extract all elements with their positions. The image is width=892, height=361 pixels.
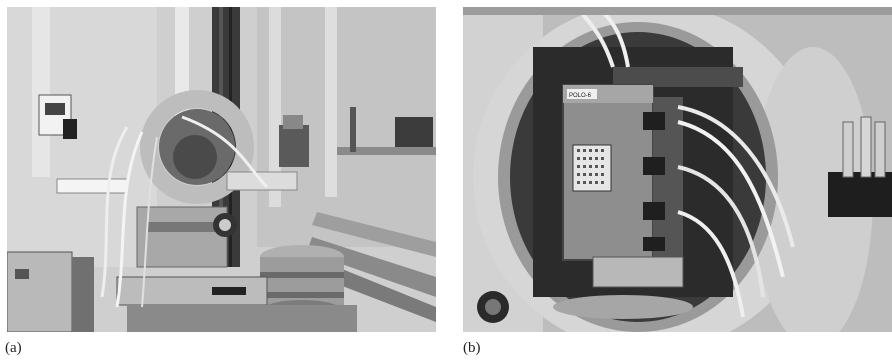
photo-b: POLO-6 bbox=[463, 7, 892, 332]
panel-label-b: (b) bbox=[463, 340, 481, 356]
panel-label-a: (a) bbox=[5, 340, 22, 356]
photo-sample-mount-ring-icon: POLO-6 bbox=[463, 7, 892, 332]
device-tag-label: POLO-6 bbox=[569, 93, 592, 99]
photo-experimental-station-icon bbox=[7, 7, 436, 332]
photo-a bbox=[7, 7, 436, 332]
